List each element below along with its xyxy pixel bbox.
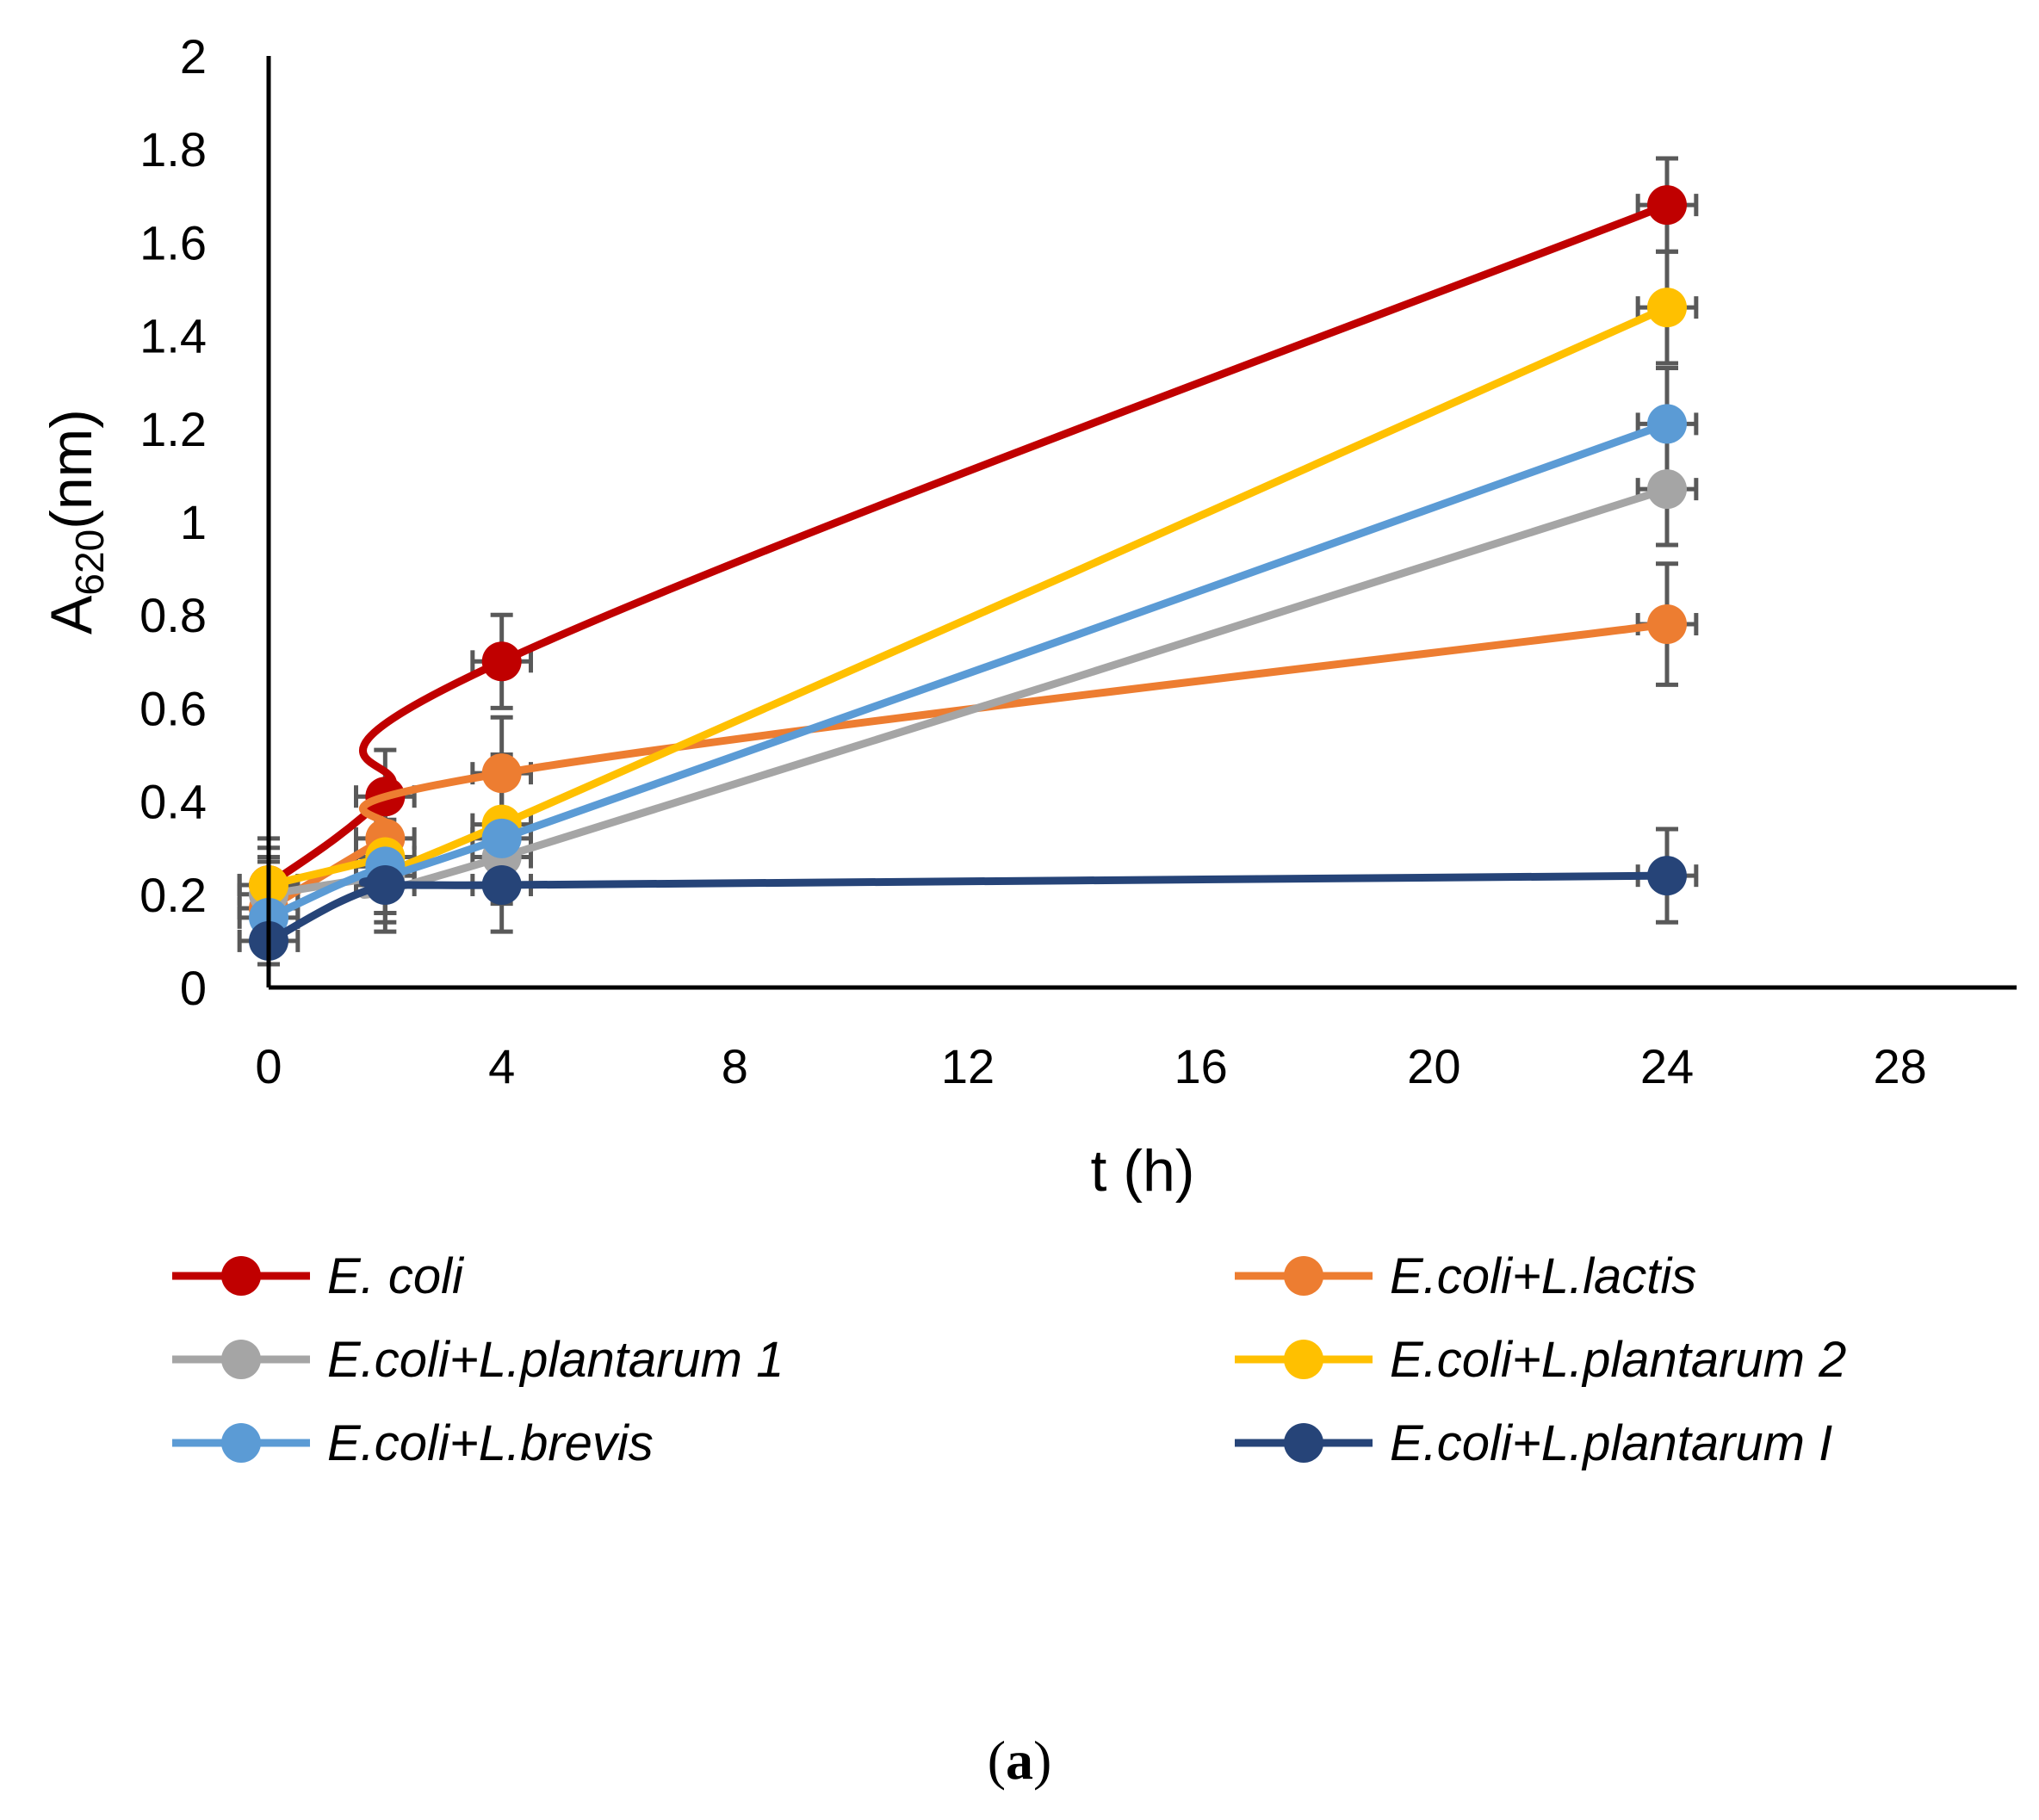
y-tick-label: 1	[180, 495, 207, 549]
series-4	[249, 404, 1687, 938]
data-point	[1647, 856, 1687, 896]
legend-item: E.coli+L.plantarum 2	[1235, 1332, 1846, 1388]
legend-marker	[221, 1340, 261, 1379]
x-tick-label: 20	[1407, 1039, 1460, 1093]
data-point	[1647, 404, 1687, 444]
data-point	[1647, 604, 1687, 645]
legend: E. coli E.coli+L.lactis E.coli+L.plantarum…	[172, 1248, 1846, 1471]
series-3	[249, 288, 1687, 905]
data-point	[365, 864, 406, 905]
legend-item: E.coli+L.brevis	[172, 1415, 654, 1471]
legend-label: E.coli+L.plantarum I	[1390, 1415, 1832, 1471]
legend-marker	[221, 1423, 261, 1463]
series-line	[264, 303, 1671, 889]
caption-close-paren: )	[1033, 1730, 1051, 1791]
data-point	[1647, 288, 1687, 328]
caption-letter: a	[1006, 1730, 1033, 1791]
legend-marker	[1284, 1256, 1323, 1296]
x-tick-label: 0	[255, 1039, 282, 1093]
caption-open-paren: (	[988, 1730, 1006, 1791]
data-point	[481, 818, 522, 858]
series-line	[264, 201, 1671, 889]
x-tick-label: 24	[1640, 1039, 1694, 1093]
data-point	[481, 641, 522, 682]
x-tick-label: 12	[941, 1039, 995, 1093]
y-tick-label: 2	[180, 29, 207, 84]
x-tick-label: 28	[1874, 1039, 1927, 1093]
legend-label: E.coli+L.brevis	[327, 1415, 654, 1471]
y-axis-title: A620(nm)	[39, 409, 112, 635]
y-axis-title-suffix: (nm)	[39, 409, 104, 529]
x-axis-title: t (h)	[1091, 1138, 1195, 1204]
legend-label: E.coli+L.lactis	[1390, 1248, 1696, 1304]
error-bars-0	[237, 156, 1699, 925]
y-axis-title-subscript: 620	[67, 529, 112, 596]
legend-item: E.coli+L.plantarum I	[1235, 1415, 1832, 1471]
series-line	[264, 871, 1671, 945]
y-tick-label: 1.6	[139, 215, 207, 269]
y-tick-label: 0.4	[139, 775, 207, 829]
legend-item: E.coli+L.plantarum 1	[172, 1332, 784, 1388]
y-tick-label: 1.8	[139, 122, 207, 176]
error-bars-3	[237, 249, 1699, 934]
y-tick-label: 0.2	[139, 868, 207, 922]
series-0	[249, 185, 1687, 905]
x-tick-label: 16	[1174, 1039, 1228, 1093]
legend-item: E. coli	[172, 1248, 465, 1304]
y-tick-label: 1.2	[139, 402, 207, 456]
y-tick-label: 0.8	[139, 588, 207, 642]
data-point	[481, 753, 522, 794]
data-point	[1647, 185, 1687, 226]
y-tick-label: 0	[180, 961, 207, 1015]
legend-label: E. coli	[327, 1248, 465, 1304]
legend-marker	[221, 1256, 261, 1296]
legend-item: E.coli+L.lactis	[1235, 1248, 1696, 1304]
figure-caption: (a)	[988, 1730, 1052, 1791]
x-tick-label: 8	[722, 1039, 748, 1093]
y-tick-label: 0.6	[139, 681, 207, 735]
y-axis-title-main: A	[39, 595, 104, 635]
data-point	[1647, 469, 1687, 510]
legend-marker	[1284, 1340, 1323, 1379]
legend-marker	[1284, 1423, 1323, 1463]
x-tick-label: 4	[488, 1039, 515, 1093]
legend-label: E.coli+L.plantarum 2	[1390, 1332, 1846, 1388]
legend-label: E.coli+L.plantarum 1	[327, 1332, 784, 1388]
y-tick-label: 1.4	[139, 309, 207, 363]
data-point	[481, 864, 522, 905]
